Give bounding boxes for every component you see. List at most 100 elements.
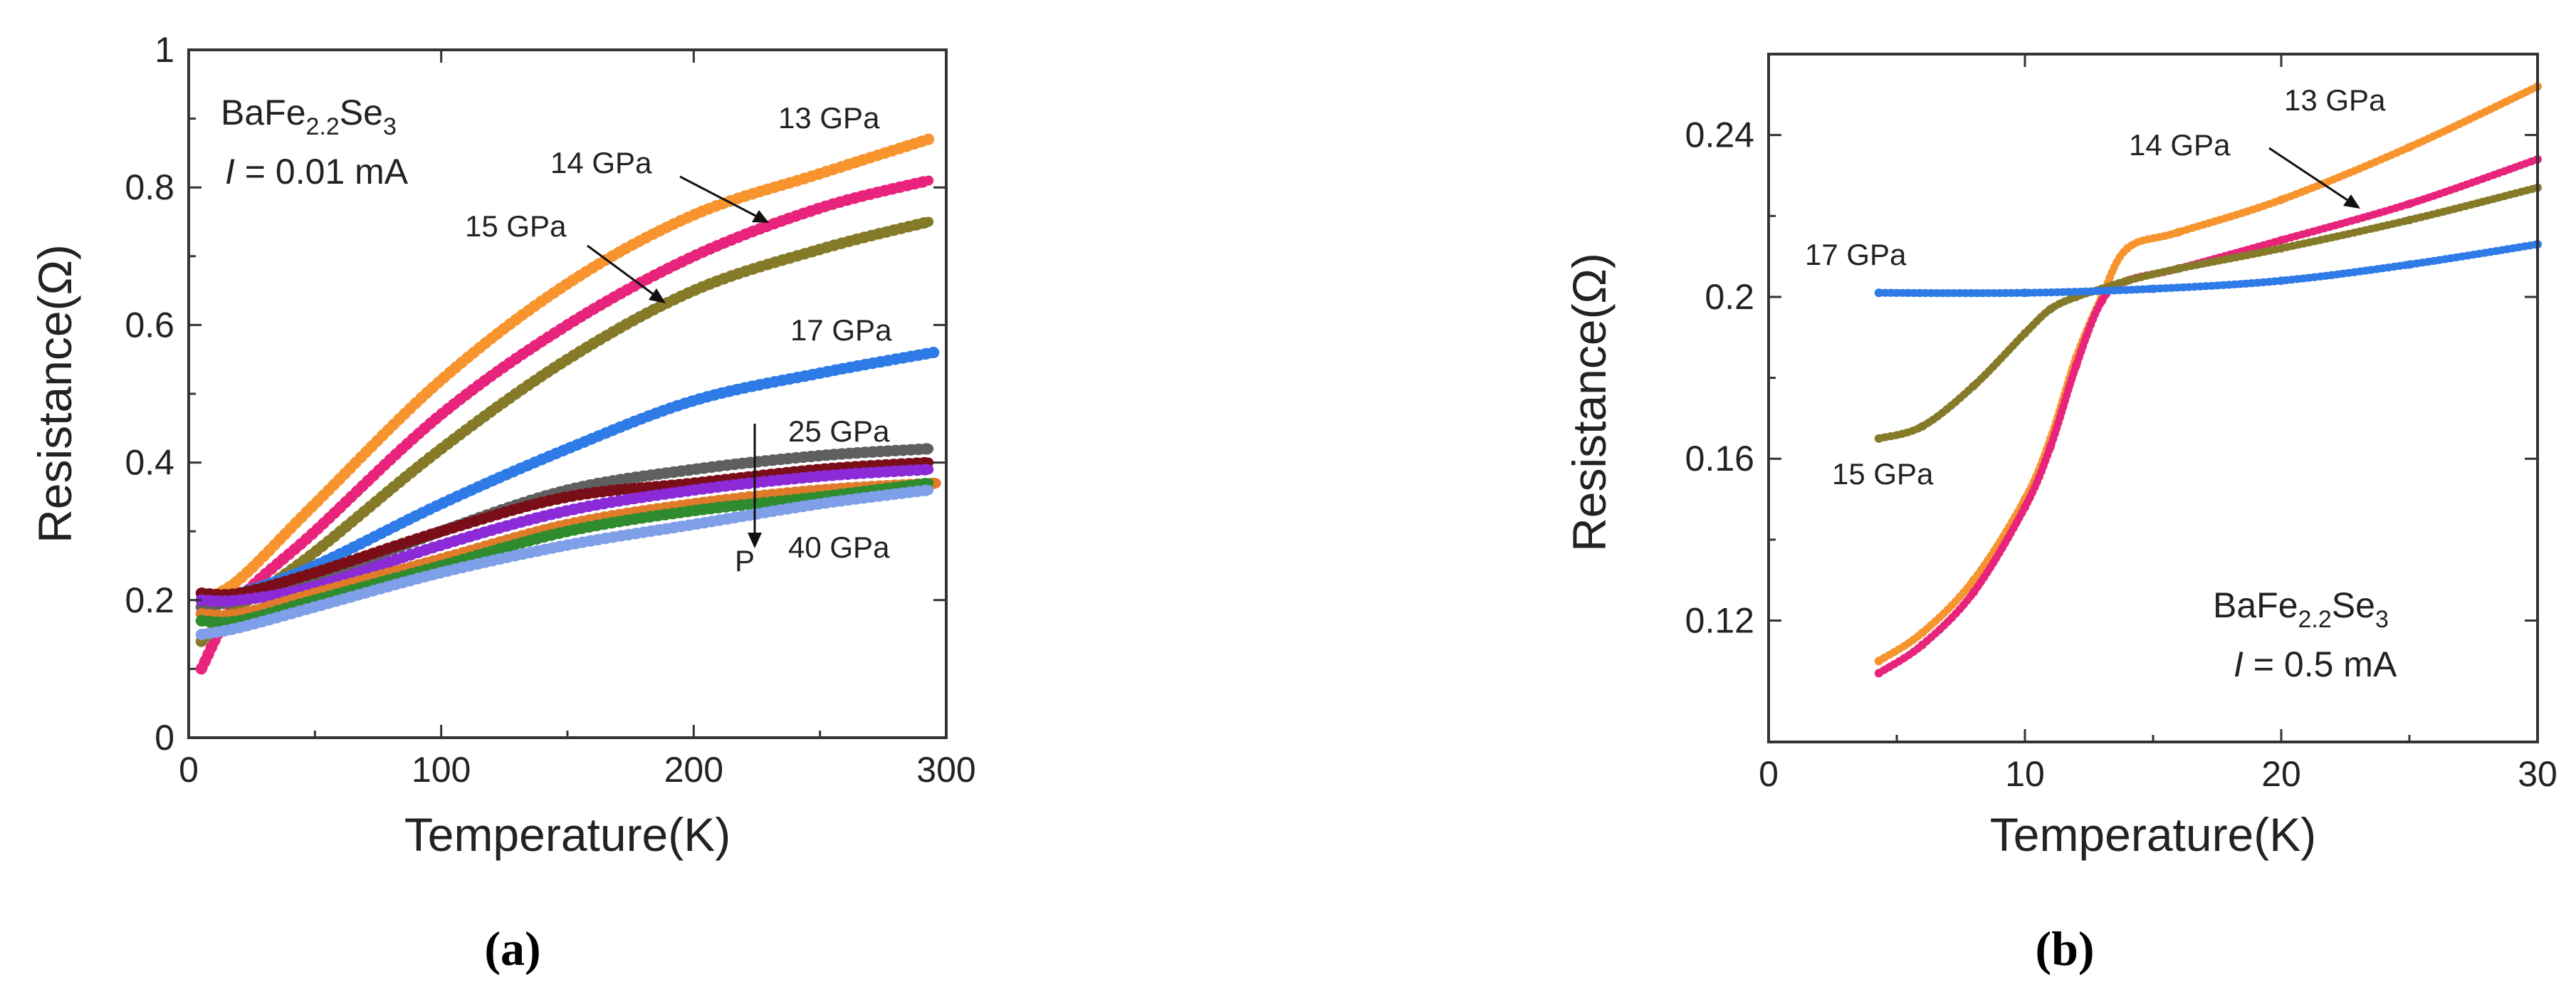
data-point <box>562 320 572 330</box>
data-point <box>2098 296 2106 305</box>
panel-a-pointer-arrows <box>587 175 769 548</box>
data-point <box>815 368 825 379</box>
y-tick-label: 0.2 <box>125 580 174 620</box>
data-point <box>688 209 699 220</box>
data-point <box>688 464 699 475</box>
data-point <box>436 540 446 550</box>
data-point <box>234 595 244 605</box>
panel-a-y-ticks: 0 0.2 0.4 0.6 0.8 1 <box>125 30 946 758</box>
data-point <box>2072 361 2080 370</box>
data-point <box>196 629 206 640</box>
panel-a-x-ticks: 0 100 200 300 <box>179 50 976 790</box>
data-point <box>2277 244 2286 253</box>
data-point <box>815 203 825 214</box>
data-point <box>196 615 206 626</box>
y-tick-label: 0.2 <box>1705 277 1754 317</box>
data-point <box>2277 195 2286 204</box>
x-tick-label: 300 <box>916 750 975 790</box>
panel-b-series <box>1874 82 2542 678</box>
panel-a-x-axis-label: Temperature(K) <box>404 808 731 861</box>
data-point <box>436 375 446 385</box>
data-point <box>436 409 446 419</box>
panel-a-caption: (a) <box>484 921 540 976</box>
data-point <box>2123 276 2132 286</box>
data-point <box>815 498 825 509</box>
data-point <box>1874 669 1883 678</box>
data-point <box>436 444 446 454</box>
series-line-27gpa <box>195 456 935 601</box>
panel-b-label-17gpa: 17 GPa <box>1805 238 1907 271</box>
panel-b-caption: (b) <box>2035 921 2094 976</box>
panel-a-label-17gpa: 17 GPa <box>790 313 892 347</box>
data-point <box>2277 236 2286 245</box>
y-tick-label: 0.4 <box>125 443 174 483</box>
data-point <box>234 622 244 633</box>
panel-a-chart: 0 100 200 300 0 0.2 0.4 0.6 0.8 1 Temperature(K)… <box>28 30 976 861</box>
data-point <box>923 444 934 454</box>
data-point <box>923 216 934 227</box>
data-point <box>688 506 699 516</box>
data-point <box>2174 264 2183 273</box>
data-point <box>928 347 939 358</box>
data-point <box>1918 640 1927 649</box>
data-point <box>1969 575 1978 585</box>
y-tick-label: 0.6 <box>125 305 174 345</box>
panel-a-label-15gpa: 15 GPa <box>465 209 567 243</box>
data-point <box>1918 422 1927 431</box>
data-point <box>436 498 446 509</box>
panel-a-label-13gpa: 13 GPa <box>778 101 880 135</box>
data-point <box>310 526 320 537</box>
data-point <box>923 485 934 496</box>
data-point <box>2021 503 2029 512</box>
data-point <box>1969 381 1978 390</box>
x-tick-label: 10 <box>2005 754 2045 794</box>
panel-a-y-axis-label: Resistance(Ω) <box>28 244 81 543</box>
x-tick-label: 30 <box>2518 754 2557 794</box>
data-point <box>815 450 825 461</box>
series-line-14gpa <box>1875 155 2542 677</box>
data-point <box>310 568 320 578</box>
panel-a-pressure-label: P <box>735 544 755 577</box>
y-tick-label: 0.24 <box>1685 115 1754 155</box>
data-point <box>2149 284 2157 293</box>
data-point <box>2405 215 2414 224</box>
data-point <box>688 286 699 296</box>
data-point <box>196 664 206 674</box>
data-point <box>923 134 934 145</box>
data-point <box>1874 657 1883 666</box>
data-point <box>2174 228 2183 237</box>
panel-a-label-40gpa: 40 GPa <box>788 530 890 564</box>
panel-a-current-label: I = 0.01 mA <box>225 152 409 192</box>
data-point <box>923 464 934 475</box>
data-point <box>562 491 572 502</box>
data-point <box>1874 288 1883 298</box>
panel-b-sample-formula: BaFe2.2Se3 <box>2213 585 2389 633</box>
y-tick-label: 1 <box>155 30 174 70</box>
data-point <box>562 278 572 289</box>
data-point <box>436 568 446 578</box>
data-point <box>2123 244 2132 253</box>
data-point <box>923 175 934 186</box>
data-point <box>931 478 941 488</box>
panel-b-label-13gpa: 13 GPa <box>2284 83 2386 117</box>
data-point <box>2021 288 2029 298</box>
series-line-30gpa <box>195 464 935 607</box>
data-point <box>1918 628 1927 637</box>
panel-a-series <box>195 133 942 675</box>
data-point <box>234 574 244 585</box>
y-tick-label: 0 <box>155 718 174 758</box>
data-point <box>688 251 699 261</box>
series-line-35gpa <box>195 477 935 628</box>
panel-b-label-14gpa: 14 GPa <box>2129 128 2231 162</box>
panel-a-label-25gpa: 25 GPa <box>788 414 890 448</box>
data-point <box>2405 199 2414 209</box>
x-tick-label: 0 <box>1759 754 1779 794</box>
data-point <box>562 444 572 454</box>
data-point <box>2405 260 2414 269</box>
series-line-33gpa <box>195 477 942 622</box>
panel-b-label-15gpa: 15 GPa <box>1832 457 1934 491</box>
x-tick-label: 0 <box>179 750 199 790</box>
data-point <box>688 485 699 496</box>
panel-b-y-ticks: 0.12 0.16 0.2 0.24 <box>1685 115 2538 641</box>
x-tick-label: 20 <box>2261 754 2301 794</box>
